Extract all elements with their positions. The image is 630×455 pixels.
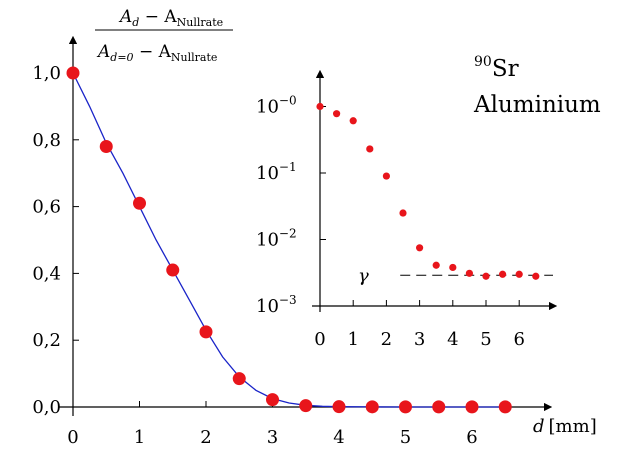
main-x-tick-label: 1 [134,427,145,448]
inset-data-point [416,244,423,251]
inset-data-point [466,270,473,277]
inset-data-point [383,172,390,179]
data-point [133,197,146,210]
inset-y-tick-label: 10−1 [256,160,297,184]
main-y-tick-label: 1,0 [32,63,61,84]
main-y-tick-label: 0,2 [32,330,61,351]
data-point [466,400,479,413]
main-x-tick-label: 0 [67,427,78,448]
y-label-numerator: Ad − A​Nullrate [118,7,223,29]
inset-data-point [532,273,539,280]
inset-x-tick-label: 3 [414,329,425,350]
data-point [299,399,312,412]
main-x-tick-label: 6 [466,427,477,448]
inset-y-tick-label: 10−0 [256,94,297,118]
data-point [399,400,412,413]
inset-data-point [516,271,523,278]
y-label-denominator: Ad=0 − ANullrate [96,42,217,64]
main-x-tick-label: 4 [333,427,344,448]
inset-data-point [399,209,406,216]
data-point [432,400,445,413]
inset-data-point [449,264,456,271]
main-x-axis-label: d [mm] [533,416,597,437]
main-x-tick-label: 5 [400,427,411,448]
inset-data-point [366,145,373,152]
main-y-tick-label: 0,8 [32,130,61,151]
inset-axis-ticks: 0 1 2 3 4 5 6 10−0 10−1 10−2 10−3 [256,94,525,351]
inset-data-series [316,103,539,280]
inset-x-tick-label: 0 [314,329,325,350]
inset-y-tick-label: 10−2 [256,227,297,251]
inset-y-tick-label: 10−3 [256,293,297,317]
inset-data-point [333,110,340,117]
inset-data-point [350,117,357,124]
main-y-axis-label: Ad − A​Nullrate Ad=0 − ANullrate [95,7,233,64]
main-x-tick-label: 3 [267,427,278,448]
inset-data-point [433,262,440,269]
data-point [67,67,80,80]
inset-data-point [499,271,506,278]
data-point [266,393,279,406]
data-point [166,264,179,277]
inset-x-tick-label: 5 [480,329,491,350]
material-annotation: Aluminium [473,92,601,118]
inset-x-tick-label: 6 [513,329,524,350]
inset-data-point [316,103,323,110]
data-point [233,372,246,385]
inset-data-point [482,273,489,280]
isotope-annotation: 90Sr [474,54,519,82]
main-y-tick-label: 0,4 [32,263,61,284]
main-x-tick-label: 2 [200,427,211,448]
main-y-tick-label: 0,6 [32,197,61,218]
data-point [333,400,346,413]
inset-x-tick-label: 2 [381,329,392,350]
inset-x-tick-label: 4 [447,329,458,350]
inset-x-tick-label: 1 [347,329,358,350]
data-point [200,325,213,338]
data-point [100,140,113,153]
data-point [366,400,379,413]
data-point [499,400,512,413]
gamma-label: γ [358,265,369,286]
main-y-tick-label: 0,0 [32,397,61,418]
